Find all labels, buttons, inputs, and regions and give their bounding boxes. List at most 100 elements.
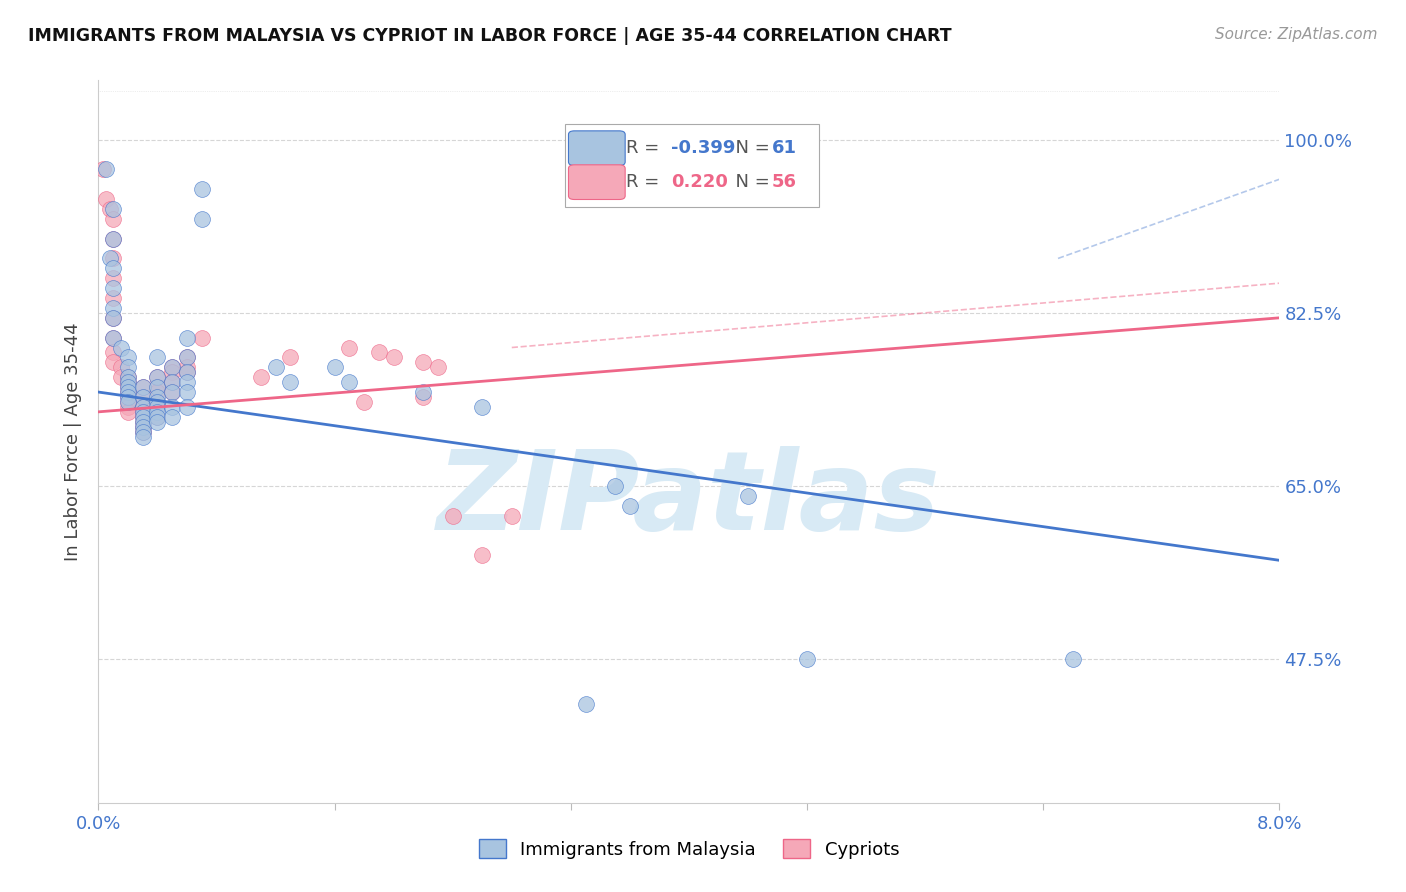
Point — [146, 409, 169, 424]
Point — [117, 360, 139, 375]
Point — [146, 370, 169, 384]
Point — [103, 232, 125, 246]
Point — [103, 261, 125, 276]
Point — [176, 375, 198, 389]
Point — [280, 351, 302, 365]
Point — [103, 310, 125, 325]
Point — [412, 355, 434, 369]
Point — [98, 252, 121, 266]
Point — [98, 202, 121, 216]
Text: 56: 56 — [772, 173, 797, 191]
Point — [146, 385, 169, 400]
Point — [94, 192, 117, 206]
Point — [132, 425, 155, 439]
Point — [103, 232, 125, 246]
Text: R =: R = — [626, 173, 671, 191]
Text: Source: ZipAtlas.com: Source: ZipAtlas.com — [1215, 27, 1378, 42]
Point — [796, 652, 818, 666]
Point — [117, 370, 139, 384]
Point — [323, 360, 346, 375]
Point — [132, 405, 155, 419]
Text: 61: 61 — [772, 139, 797, 157]
Text: R =: R = — [626, 139, 665, 157]
Point — [117, 375, 139, 389]
Point — [162, 385, 183, 400]
Point — [117, 405, 139, 419]
Point — [132, 400, 155, 414]
Point — [412, 385, 434, 400]
Point — [117, 370, 139, 384]
Point — [117, 380, 139, 394]
Point — [339, 375, 361, 389]
Point — [117, 390, 139, 404]
Point — [117, 351, 139, 365]
Point — [103, 281, 125, 295]
Point — [176, 365, 198, 379]
FancyBboxPatch shape — [568, 165, 626, 200]
Point — [132, 380, 155, 394]
Point — [146, 390, 169, 404]
Point — [575, 697, 598, 711]
Point — [176, 365, 198, 379]
Point — [117, 385, 139, 400]
Point — [117, 395, 139, 409]
Point — [132, 409, 155, 424]
Text: IMMIGRANTS FROM MALAYSIA VS CYPRIOT IN LABOR FORCE | AGE 35-44 CORRELATION CHART: IMMIGRANTS FROM MALAYSIA VS CYPRIOT IN L… — [28, 27, 952, 45]
Point — [162, 385, 183, 400]
Point — [146, 380, 169, 394]
Point — [162, 360, 183, 375]
Point — [103, 291, 125, 305]
Point — [117, 395, 139, 409]
Legend: Immigrants from Malaysia, Cypriots: Immigrants from Malaysia, Cypriots — [471, 832, 907, 866]
Point — [132, 415, 155, 429]
Text: 0.220: 0.220 — [671, 173, 728, 191]
Point — [132, 409, 155, 424]
Point — [619, 499, 641, 513]
Point — [132, 400, 155, 414]
Point — [162, 400, 183, 414]
FancyBboxPatch shape — [568, 131, 626, 166]
Point — [176, 400, 198, 414]
Y-axis label: In Labor Force | Age 35-44: In Labor Force | Age 35-44 — [65, 322, 83, 561]
Point — [162, 365, 183, 379]
Point — [110, 370, 132, 384]
Point — [191, 330, 214, 344]
Point — [132, 380, 155, 394]
Point — [103, 345, 125, 359]
Point — [103, 252, 125, 266]
Point — [117, 390, 139, 404]
Point — [117, 400, 139, 414]
Point — [103, 330, 125, 344]
Point — [103, 271, 125, 285]
Point — [146, 400, 169, 414]
Point — [162, 375, 183, 389]
Point — [132, 429, 155, 443]
Point — [146, 400, 169, 414]
Text: N =: N = — [724, 173, 776, 191]
Point — [280, 375, 302, 389]
Point — [132, 415, 155, 429]
Point — [132, 405, 155, 419]
Point — [605, 479, 627, 493]
Point — [250, 370, 273, 384]
Point — [191, 211, 214, 226]
Point — [146, 370, 169, 384]
Point — [91, 162, 114, 177]
Point — [132, 419, 155, 434]
Point — [103, 355, 125, 369]
Point — [471, 549, 494, 563]
Point — [427, 360, 450, 375]
Text: N =: N = — [724, 139, 776, 157]
Point — [110, 341, 132, 355]
Point — [103, 202, 125, 216]
Point — [353, 395, 375, 409]
Point — [162, 375, 183, 389]
Point — [132, 390, 155, 404]
Point — [146, 415, 169, 429]
Point — [471, 400, 494, 414]
Point — [441, 508, 464, 523]
FancyBboxPatch shape — [565, 124, 818, 207]
Point — [103, 301, 125, 315]
Point — [146, 380, 169, 394]
Point — [132, 390, 155, 404]
